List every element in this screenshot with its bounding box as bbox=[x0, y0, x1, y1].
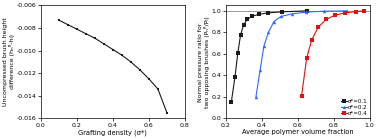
σ*=0.2 bbox=[254, 97, 258, 98]
σ*=0.1 bbox=[238, 34, 243, 36]
σ*=0.2 bbox=[345, 10, 349, 12]
σ*=0.1 bbox=[233, 76, 237, 78]
σ*=0.1 bbox=[266, 12, 270, 14]
Legend: σ*=0.1, σ*=0.2, σ*=0.4: σ*=0.1, σ*=0.2, σ*=0.4 bbox=[341, 98, 368, 117]
σ*=0.1 bbox=[304, 10, 309, 12]
Y-axis label: Uncompressed brush height
difference (hₙᴿ-hₗ): Uncompressed brush height difference (hₙ… bbox=[3, 18, 15, 106]
σ*=0.4 bbox=[304, 57, 309, 59]
σ*=0.2 bbox=[304, 11, 308, 13]
σ*=0.1 bbox=[245, 19, 249, 20]
σ*=0.4 bbox=[310, 39, 314, 41]
σ*=0.2 bbox=[258, 69, 262, 70]
σ*=0.2 bbox=[266, 32, 271, 33]
Line: σ*=0.1: σ*=0.1 bbox=[229, 9, 308, 104]
σ*=0.2 bbox=[290, 13, 294, 15]
σ*=0.4 bbox=[343, 12, 348, 14]
Y-axis label: Normal pressure ratio for
two opposing brushes (Pₙᴿ/Pₗ): Normal pressure ratio for two opposing b… bbox=[198, 16, 210, 108]
σ*=0.2 bbox=[322, 10, 327, 12]
σ*=0.4 bbox=[354, 11, 358, 13]
Line: σ*=0.4: σ*=0.4 bbox=[300, 9, 366, 98]
σ*=0.4 bbox=[299, 95, 304, 97]
σ*=0.1 bbox=[229, 101, 234, 103]
Line: σ*=0.2: σ*=0.2 bbox=[254, 9, 349, 99]
σ*=0.1 bbox=[257, 13, 261, 15]
σ*=0.2 bbox=[271, 21, 276, 23]
σ*=0.1 bbox=[235, 52, 240, 54]
σ*=0.4 bbox=[324, 19, 328, 20]
σ*=0.1 bbox=[250, 15, 254, 17]
σ*=0.4 bbox=[333, 14, 337, 16]
X-axis label: Grafting density (σ*): Grafting density (σ*) bbox=[79, 129, 147, 136]
σ*=0.1 bbox=[241, 24, 246, 26]
σ*=0.2 bbox=[262, 45, 266, 47]
X-axis label: Average polymer volume fraction: Average polymer volume fraction bbox=[242, 129, 353, 135]
σ*=0.1 bbox=[280, 11, 285, 13]
σ*=0.4 bbox=[316, 26, 321, 28]
σ*=0.2 bbox=[279, 16, 284, 17]
σ*=0.4 bbox=[362, 10, 366, 12]
